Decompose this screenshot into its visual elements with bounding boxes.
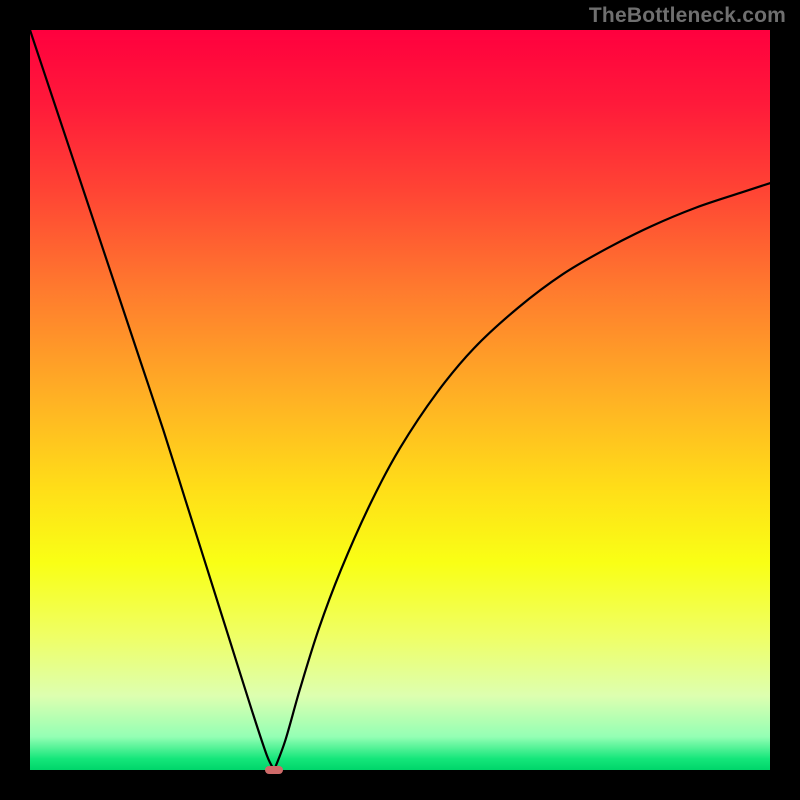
chart-frame: TheBottleneck.com bbox=[0, 0, 800, 800]
plot-area bbox=[30, 30, 770, 770]
watermark-text: TheBottleneck.com bbox=[589, 4, 786, 28]
gradient-background bbox=[30, 30, 770, 770]
plot-svg bbox=[30, 30, 770, 770]
dip-marker bbox=[265, 766, 283, 775]
